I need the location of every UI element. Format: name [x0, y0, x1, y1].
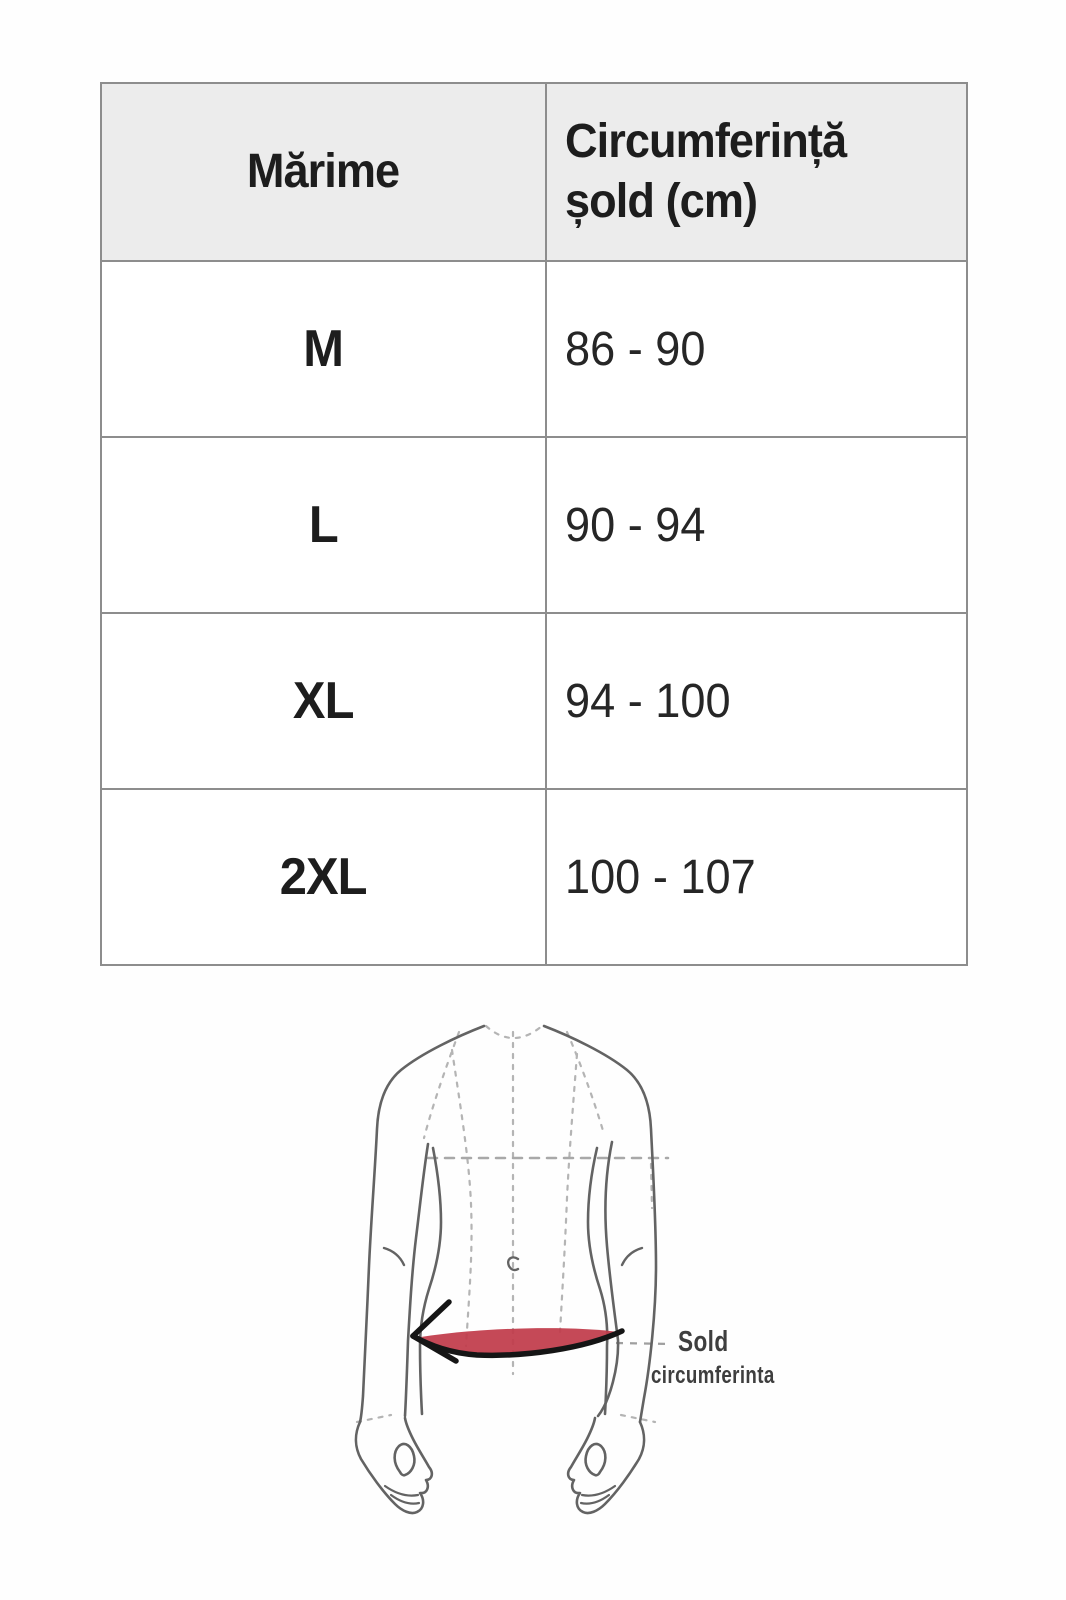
size-value: M: [303, 320, 345, 378]
table-row-size-2xl: 2XL: [102, 790, 545, 964]
table-row-range-l: 90 - 94: [547, 438, 966, 612]
measure-arrow-icon: [410, 1299, 625, 1364]
range-value: 94 - 100: [565, 674, 731, 728]
hip-label-line1: Sold: [678, 1326, 729, 1358]
header-cell-circumference: Circumferință șold (cm): [547, 84, 966, 260]
label-leader-line: [615, 1341, 672, 1346]
hip-label-line2: circumferinta: [651, 1362, 775, 1389]
range-value: 100 - 107: [565, 850, 756, 904]
table-row-range-2xl: 100 - 107: [547, 790, 966, 964]
header-circumference-label: Circumferință șold (cm): [565, 115, 847, 228]
hip-band: [421, 1328, 619, 1355]
table-row-size-m: M: [102, 262, 545, 436]
construction-lines: [355, 1024, 670, 1424]
hip-measurement-illustration: Sold circumferinta: [0, 966, 1066, 1600]
size-value: 2XL: [280, 848, 368, 906]
size-value: XL: [293, 672, 355, 730]
header-size-label: Mărime: [247, 145, 400, 198]
range-value: 90 - 94: [565, 498, 706, 552]
table-row-range-m: 86 - 90: [547, 262, 966, 436]
header-cell-size: Mărime: [102, 84, 545, 260]
body-outline: [354, 1024, 658, 1515]
size-value: L: [309, 496, 339, 554]
table-row-size-l: L: [102, 438, 545, 612]
table-row-range-xl: 94 - 100: [547, 614, 966, 788]
table-row-size-xl: XL: [102, 614, 545, 788]
torso-back-drawing-icon: [354, 1024, 672, 1515]
range-value: 86 - 90: [565, 322, 706, 376]
size-table: Mărime Circumferință șold (cm) M 86 - 90…: [100, 82, 968, 966]
